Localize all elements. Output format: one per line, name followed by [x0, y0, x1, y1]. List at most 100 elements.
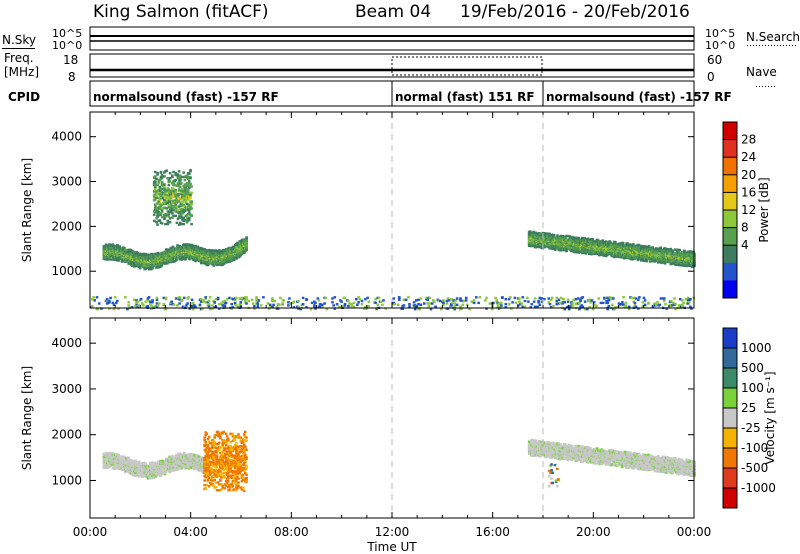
echo-cell — [179, 192, 182, 196]
echo-cell — [104, 244, 108, 248]
echo-cell — [91, 298, 94, 301]
echo-cell — [155, 190, 158, 193]
echo-cell — [228, 248, 231, 251]
echo-cell — [257, 299, 261, 302]
nsearch-legend-dots — [746, 45, 798, 46]
echo-cell — [647, 245, 651, 248]
echo-cell — [586, 237, 590, 240]
echo-cell — [199, 298, 203, 301]
echo-cell — [626, 242, 629, 245]
echo-cell — [190, 200, 193, 203]
echo-cell — [207, 304, 211, 308]
echo-cell — [548, 232, 551, 236]
echo-cell — [185, 202, 189, 206]
echo-cell — [154, 208, 157, 211]
echo-cell — [190, 203, 193, 206]
echo-cell — [552, 235, 556, 238]
echo-cell — [609, 253, 612, 256]
echo-cell — [226, 250, 229, 254]
echo-cell — [592, 240, 596, 243]
echo-cell — [110, 254, 114, 257]
echo-cell — [142, 252, 145, 256]
echo-cell — [576, 239, 580, 242]
echo-cell — [148, 302, 152, 305]
echo-cell — [173, 183, 176, 187]
echo-cell — [158, 185, 162, 189]
echo-cell — [182, 204, 185, 207]
echo-cell — [543, 234, 547, 237]
echo-cell — [172, 182, 175, 185]
echo-cell — [164, 296, 168, 300]
echo-cell — [581, 236, 584, 240]
echo-cell — [170, 300, 173, 303]
echo-cell — [95, 296, 99, 299]
echo-cell — [614, 240, 617, 244]
echo-cell — [155, 196, 158, 199]
echo-cell — [529, 230, 532, 233]
echo-cell — [156, 173, 159, 176]
echo-cell — [175, 258, 178, 261]
echo-cell — [142, 304, 145, 307]
echo-cell — [612, 255, 616, 259]
echo-cell — [268, 304, 272, 308]
echo-cell — [159, 170, 163, 174]
echo-cell — [155, 177, 158, 181]
echo-cell — [166, 194, 170, 197]
echo-cell — [91, 304, 94, 308]
echo-cell — [163, 199, 166, 202]
echo-cell — [215, 263, 219, 267]
echo-cell — [272, 303, 275, 306]
echo-cell — [637, 243, 641, 247]
echo-cell — [141, 302, 144, 305]
echo-cell — [279, 296, 282, 300]
echo-cell — [216, 296, 220, 300]
echo-cell — [546, 234, 549, 238]
echo-cell — [186, 302, 189, 305]
echo-cell — [169, 260, 172, 264]
echo-cell — [169, 303, 172, 306]
echo-cell — [159, 194, 163, 197]
echo-cell — [189, 193, 192, 196]
echo-cell — [288, 297, 291, 300]
echo-cell — [321, 303, 324, 306]
echo-cell — [104, 243, 108, 246]
echo-cell — [137, 304, 141, 307]
echo-cell — [168, 221, 172, 224]
echo-cell — [206, 263, 210, 267]
echo-cell — [174, 173, 177, 177]
echo-cell — [207, 303, 211, 306]
echo-cell — [136, 300, 139, 303]
echo-cell — [158, 202, 162, 205]
echo-cell — [211, 307, 214, 310]
echo-cell — [305, 306, 308, 309]
echo-cell — [116, 244, 119, 247]
echo-cell — [191, 301, 195, 305]
echo-cell — [674, 248, 677, 251]
echo-cell — [174, 172, 177, 175]
echo-cell — [188, 180, 191, 183]
echo-cell — [157, 302, 161, 305]
echo-cell — [106, 258, 109, 261]
echo-cell — [309, 308, 313, 311]
echo-cell — [154, 253, 158, 257]
nave-tick-bottom: 0 — [707, 70, 715, 84]
echo-cell — [189, 182, 192, 186]
echo-cell — [157, 214, 160, 217]
echo-cell — [164, 222, 167, 226]
echo-cell — [183, 196, 187, 199]
echo-cell — [211, 304, 214, 307]
echo-cell — [321, 306, 324, 309]
nsearch-tick-bottom: 10^0 — [705, 39, 735, 52]
echo-cell — [189, 194, 192, 197]
echo-cell — [138, 267, 142, 270]
echo-cell — [177, 205, 181, 208]
echo-cell — [225, 298, 229, 301]
echo-cell — [556, 234, 559, 237]
echo-cell — [178, 244, 182, 248]
echo-cell — [271, 297, 274, 300]
echo-cell — [164, 298, 168, 301]
echo-cell — [102, 245, 106, 248]
echo-cell — [171, 189, 174, 192]
echo-cell — [156, 223, 159, 226]
echo-cell — [164, 212, 167, 216]
